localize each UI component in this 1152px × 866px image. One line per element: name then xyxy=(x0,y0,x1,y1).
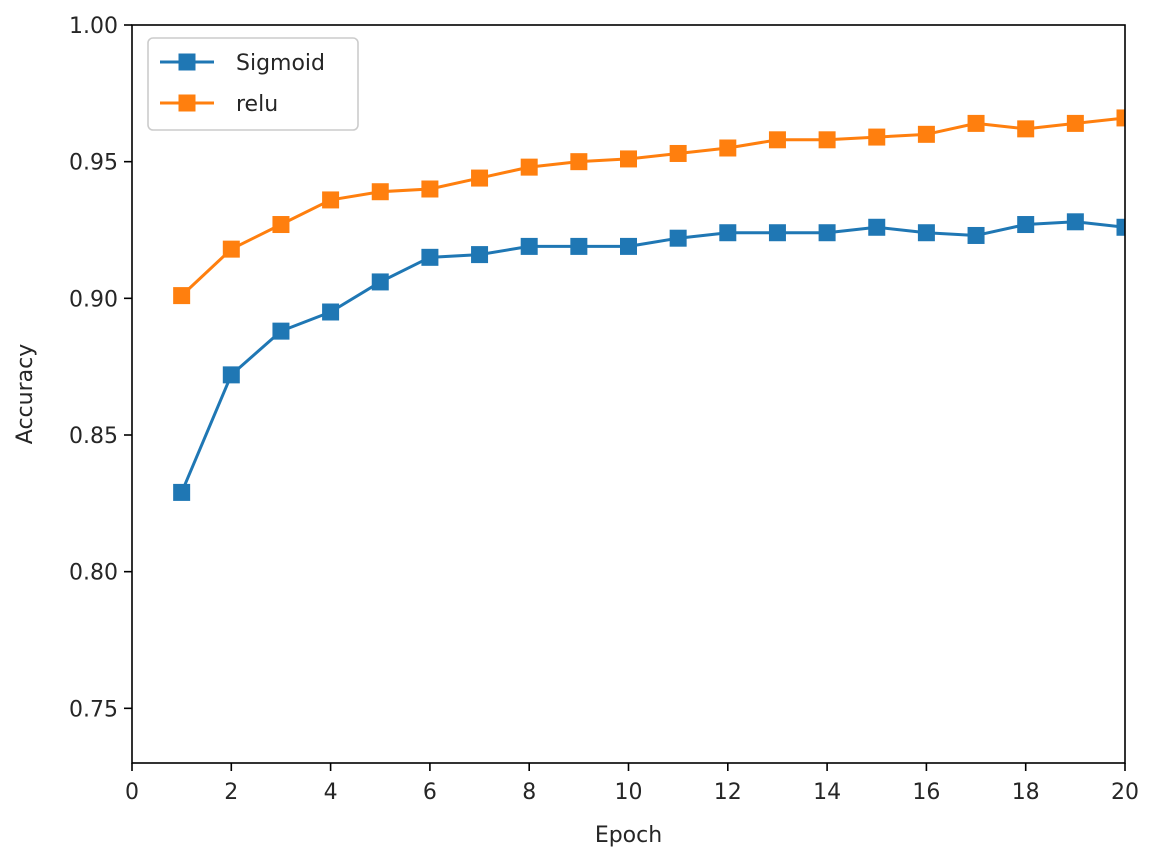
legend-item-sigmoid: Sigmoid xyxy=(160,51,325,76)
axes: 0 2 4 6 8 10 12 14 16 18 20 0.75 0.80 0.85 0.90 0.95 1.0… xyxy=(13,14,1139,848)
data-point-relu xyxy=(1116,109,1125,127)
x-tick-label: 10 xyxy=(615,780,643,805)
y-tick-label: 0.80 xyxy=(69,561,118,586)
data-point-relu xyxy=(1017,120,1035,138)
series-line-sigmoid xyxy=(180,220,1125,493)
data-point-sigmoid xyxy=(222,366,240,384)
x-tick-label: 4 xyxy=(324,780,338,805)
legend: Sigmoid relu xyxy=(147,37,359,131)
series-relu xyxy=(173,109,1125,305)
data-point-relu xyxy=(1066,114,1084,132)
data-point-sigmoid xyxy=(719,224,737,242)
data-point-relu xyxy=(222,240,240,258)
data-point-sigmoid xyxy=(421,248,439,266)
data-point-sigmoid xyxy=(868,218,886,236)
data-point-relu xyxy=(917,125,935,143)
x-tick-label: 14 xyxy=(813,780,841,805)
x-tick-label: 18 xyxy=(1012,780,1040,805)
data-point-sigmoid xyxy=(917,224,935,242)
data-point-relu xyxy=(719,139,737,157)
x-tick-label: 8 xyxy=(522,780,536,805)
legend-item-relu: relu xyxy=(160,92,278,117)
data-point-relu xyxy=(520,158,538,176)
legend-marker xyxy=(178,53,196,71)
data-point-sigmoid xyxy=(471,246,489,264)
x-tick-label: 0 xyxy=(125,780,139,805)
data-point-relu xyxy=(371,183,389,201)
series-group xyxy=(173,109,1125,501)
x-tick-label: 6 xyxy=(423,780,437,805)
data-point-sigmoid xyxy=(967,226,985,244)
data-point-sigmoid xyxy=(570,237,588,255)
data-point-sigmoid xyxy=(520,237,538,255)
legend-label: Sigmoid xyxy=(236,51,325,76)
axes-frame xyxy=(131,24,1126,764)
y-tick-label: 0.75 xyxy=(69,697,118,722)
data-point-sigmoid xyxy=(1066,213,1084,231)
data-point-relu xyxy=(173,287,191,305)
x-tick-label: 16 xyxy=(912,780,940,805)
data-point-relu xyxy=(471,169,489,187)
data-point-sigmoid xyxy=(620,237,637,255)
legend-label: relu xyxy=(236,92,278,117)
x-axis-label: Epoch xyxy=(595,823,662,848)
y-tick-label: 1.00 xyxy=(69,14,118,39)
data-point-sigmoid xyxy=(173,483,191,501)
data-point-sigmoid xyxy=(669,229,687,247)
y-tick-label: 0.95 xyxy=(69,151,118,176)
x-tick-label: 12 xyxy=(714,780,742,805)
data-point-relu xyxy=(322,191,340,209)
y-axis-label: Accuracy xyxy=(13,344,38,444)
data-point-sigmoid xyxy=(818,224,836,242)
data-point-sigmoid xyxy=(322,303,340,321)
y-tick-label: 0.85 xyxy=(69,424,118,449)
data-point-relu xyxy=(818,131,836,149)
series-sigmoid xyxy=(173,213,1125,501)
data-point-relu xyxy=(620,150,637,168)
data-point-relu xyxy=(868,128,886,146)
data-point-sigmoid xyxy=(1116,218,1125,236)
plot-area xyxy=(173,109,1125,501)
data-point-sigmoid xyxy=(272,322,290,340)
x-tick-label: 2 xyxy=(224,780,238,805)
data-point-sigmoid xyxy=(768,224,786,242)
y-tick-label: 0.90 xyxy=(69,287,118,312)
data-point-relu xyxy=(768,131,786,149)
legend-marker xyxy=(178,94,196,112)
data-point-relu xyxy=(421,180,439,198)
x-tick-label: 20 xyxy=(1111,780,1139,805)
data-point-relu xyxy=(967,114,985,132)
data-point-sigmoid xyxy=(371,273,389,291)
data-point-sigmoid xyxy=(1017,216,1035,234)
data-point-relu xyxy=(570,153,588,171)
data-point-relu xyxy=(669,144,687,162)
data-point-relu xyxy=(272,216,290,234)
